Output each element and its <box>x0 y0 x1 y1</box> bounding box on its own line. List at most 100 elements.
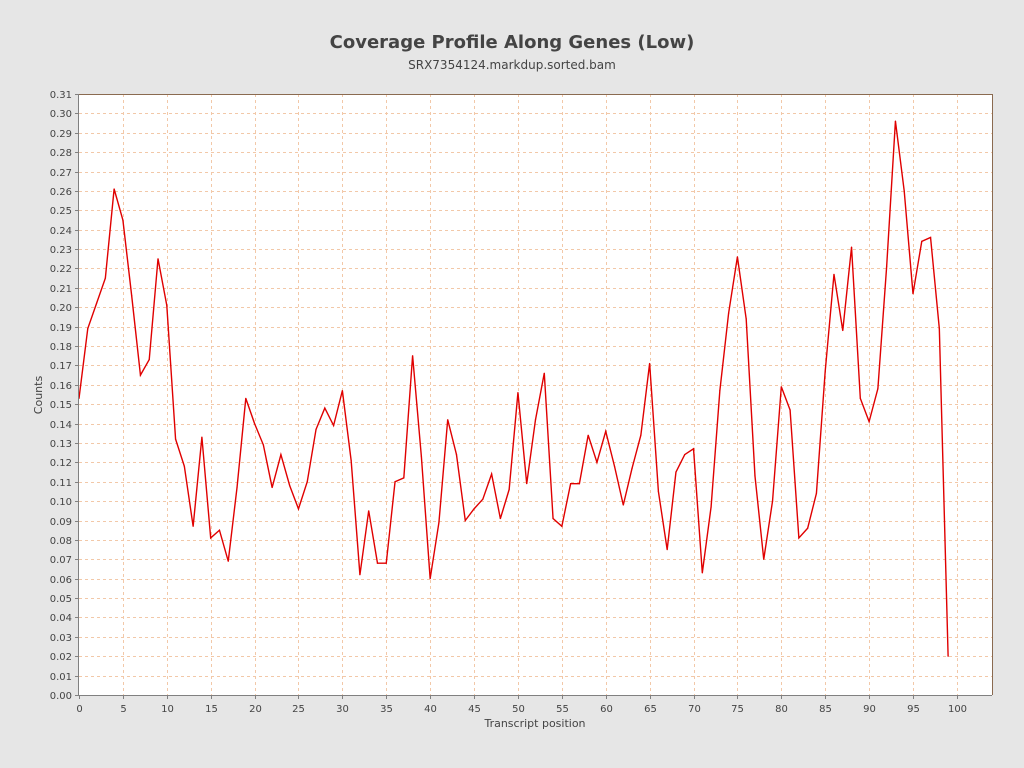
x-tick-label: 90 <box>863 704 876 715</box>
data-point <box>499 517 501 520</box>
x-tick-label: 50 <box>512 704 525 715</box>
data-point <box>332 424 335 427</box>
data-point <box>754 475 756 477</box>
x-tick-label: 5 <box>120 704 126 715</box>
data-point <box>649 362 651 365</box>
y-tick-label: 0.29 <box>50 129 72 140</box>
data-points <box>78 120 949 657</box>
y-tick-label: 0.23 <box>50 245 72 256</box>
x-tick-label: 15 <box>205 704 218 715</box>
y-tick-label: 0.19 <box>50 323 72 334</box>
data-point <box>947 655 949 657</box>
data-point <box>587 434 589 436</box>
data-point <box>745 318 747 320</box>
data-point <box>570 483 572 485</box>
data-point <box>87 327 89 330</box>
x-tick-label: 65 <box>644 704 657 715</box>
data-point <box>359 574 361 576</box>
data-point <box>262 444 264 446</box>
y-tick-label: 0.14 <box>50 420 72 431</box>
y-tick-label: 0.02 <box>50 652 72 663</box>
y-tick-label: 0.04 <box>50 613 72 624</box>
data-point <box>289 485 291 487</box>
data-point <box>412 355 414 357</box>
x-tick-label: 70 <box>688 704 701 715</box>
data-point <box>455 454 458 456</box>
data-point <box>543 372 545 374</box>
data-point <box>824 370 826 372</box>
chart-title: Coverage Profile Along Genes (Low) <box>330 32 695 53</box>
chart-subtitle: SRX7354124.markdup.sorted.bam <box>408 58 616 72</box>
y-tick-label: 0.06 <box>50 575 72 586</box>
data-point <box>403 477 405 479</box>
x-tick-label: 95 <box>907 704 920 715</box>
y-tick-label: 0.25 <box>50 206 72 217</box>
y-tick-label: 0.21 <box>50 284 72 295</box>
y-tick-label: 0.20 <box>50 303 72 314</box>
data-point <box>280 454 282 456</box>
data-point <box>122 219 124 221</box>
data-point <box>815 492 818 494</box>
data-point <box>868 421 870 423</box>
x-tick-label: 60 <box>600 704 613 715</box>
x-tick-label: 25 <box>292 704 305 715</box>
y-tick-label: 0.30 <box>50 109 72 120</box>
x-tick-label: 35 <box>380 704 393 715</box>
data-point <box>578 483 580 485</box>
data-point <box>368 510 370 512</box>
data-point <box>508 488 510 491</box>
data-point <box>341 390 343 392</box>
y-tick-label: 0.31 <box>50 90 72 101</box>
data-point <box>938 327 940 330</box>
data-point <box>192 525 194 527</box>
data-point <box>148 359 150 361</box>
x-tick-label: 20 <box>249 704 262 715</box>
data-point <box>157 258 159 260</box>
data-point <box>710 506 712 508</box>
y-tick-label: 0.24 <box>50 226 72 237</box>
data-point <box>376 562 379 564</box>
data-point <box>771 500 774 502</box>
y-tick-label: 0.05 <box>50 594 72 605</box>
data-point <box>736 256 739 258</box>
data-point <box>438 521 440 524</box>
data-point <box>210 537 212 539</box>
x-axis-label: Transcript position <box>483 717 585 730</box>
data-point <box>877 388 879 390</box>
y-tick-label: 0.16 <box>50 381 72 392</box>
data-point <box>491 473 493 475</box>
data-point <box>429 578 431 580</box>
x-tick-label: 30 <box>336 704 349 715</box>
y-tick-label: 0.12 <box>50 458 72 469</box>
data-point <box>605 430 607 432</box>
data-point <box>561 525 563 527</box>
y-tick-label: 0.26 <box>50 187 72 198</box>
y-tick-label: 0.18 <box>50 342 72 353</box>
data-point <box>640 434 642 436</box>
data-point <box>719 390 721 392</box>
data-point <box>780 386 782 388</box>
data-point <box>236 486 238 489</box>
data-point <box>728 312 730 314</box>
data-point <box>929 236 932 239</box>
y-tick-label: 0.22 <box>50 264 72 275</box>
data-point <box>666 549 668 551</box>
x-tick-label: 10 <box>161 704 174 715</box>
y-tick-label: 0.11 <box>50 478 72 489</box>
y-tick-label: 0.01 <box>50 672 72 683</box>
data-point <box>253 422 256 425</box>
data-point <box>473 508 475 510</box>
data-point <box>692 448 695 450</box>
data-point <box>552 517 554 520</box>
y-tick-label: 0.17 <box>50 361 72 372</box>
data-point <box>306 481 308 483</box>
data-point <box>166 304 168 306</box>
data-point <box>789 409 791 411</box>
data-point <box>464 519 466 522</box>
data-point <box>385 562 387 564</box>
data-point <box>420 455 422 458</box>
data-point <box>903 190 905 192</box>
data-point <box>894 120 897 122</box>
data-point <box>139 374 142 376</box>
data-point <box>131 295 133 297</box>
